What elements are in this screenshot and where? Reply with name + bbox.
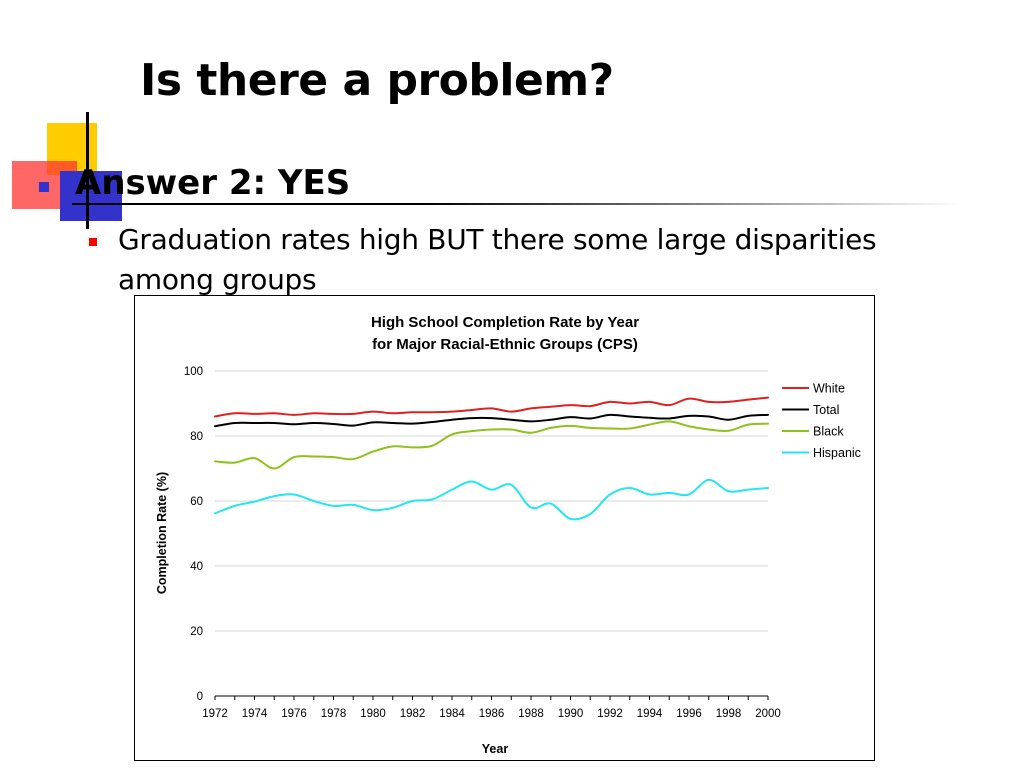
series-line-hispanic — [214, 478, 769, 521]
x-tick-label: 1996 — [676, 708, 702, 720]
x-tick-label: 1990 — [558, 708, 584, 720]
x-tick-label: 1998 — [716, 708, 742, 720]
series-line-white — [214, 396, 769, 418]
x-tick-label: 1976 — [281, 708, 307, 720]
axis-layer: 0 20 40 60 80 100 1972 1974 1976 1978 1980 1982 1984… — [184, 366, 781, 720]
x-tick-label: 1978 — [321, 708, 347, 720]
bullet-square-icon — [39, 182, 49, 192]
chart-title: High School Completion Rate by Year — [371, 314, 639, 331]
y-tick-label: 80 — [190, 431, 203, 443]
x-tick-label: 1986 — [479, 708, 505, 720]
completion-rate-chart: High School Completion Rate by Year for … — [155, 314, 861, 756]
series-line-black — [214, 420, 769, 470]
decorative-vertical-line — [86, 112, 89, 229]
x-tick-label: 1972 — [202, 708, 228, 720]
x-tick-label: 1982 — [400, 708, 426, 720]
y-axis-label: Completion Rate (%) — [155, 472, 169, 594]
x-axis-label: Year — [482, 742, 509, 756]
legend-label-hispanic: Hispanic — [813, 446, 861, 460]
series-line-total — [214, 413, 769, 428]
y-tick-label: 60 — [190, 496, 203, 508]
series-layer — [214, 396, 769, 521]
sub-bullet-text: Graduation rates high BUT there some lar… — [118, 223, 877, 296]
x-tick-label: 1994 — [637, 708, 663, 720]
legend-label-white: White — [813, 382, 845, 396]
y-tick-label: 20 — [190, 626, 203, 638]
x-tick-label: 1974 — [242, 708, 268, 720]
chart-subtitle: for Major Racial-Ethnic Groups (CPS) — [372, 336, 638, 353]
x-tick-label: 2000 — [755, 708, 781, 720]
x-tick-label: 1992 — [597, 708, 623, 720]
legend-label-total: Total — [813, 403, 839, 417]
answer-heading: Answer 2: YES — [75, 163, 351, 203]
decorative-blue-square — [60, 171, 122, 221]
chart-frame: High School Completion Rate by Year for … — [134, 295, 875, 761]
x-tick-label: 1988 — [518, 708, 544, 720]
x-tick-label: 1980 — [360, 708, 386, 720]
legend: White Total Black Hispanic — [782, 382, 861, 460]
y-tick-label: 40 — [190, 561, 203, 573]
sub-bullet-square-icon — [89, 238, 97, 246]
y-tick-label: 0 — [197, 691, 203, 703]
y-tick-label: 100 — [184, 366, 203, 378]
decorative-horizontal-line — [72, 203, 962, 205]
slide-title: Is there a problem? — [140, 55, 614, 106]
x-tick-label: 1984 — [439, 708, 465, 720]
legend-label-black: Black — [813, 425, 844, 439]
grid-layer — [215, 370, 768, 632]
